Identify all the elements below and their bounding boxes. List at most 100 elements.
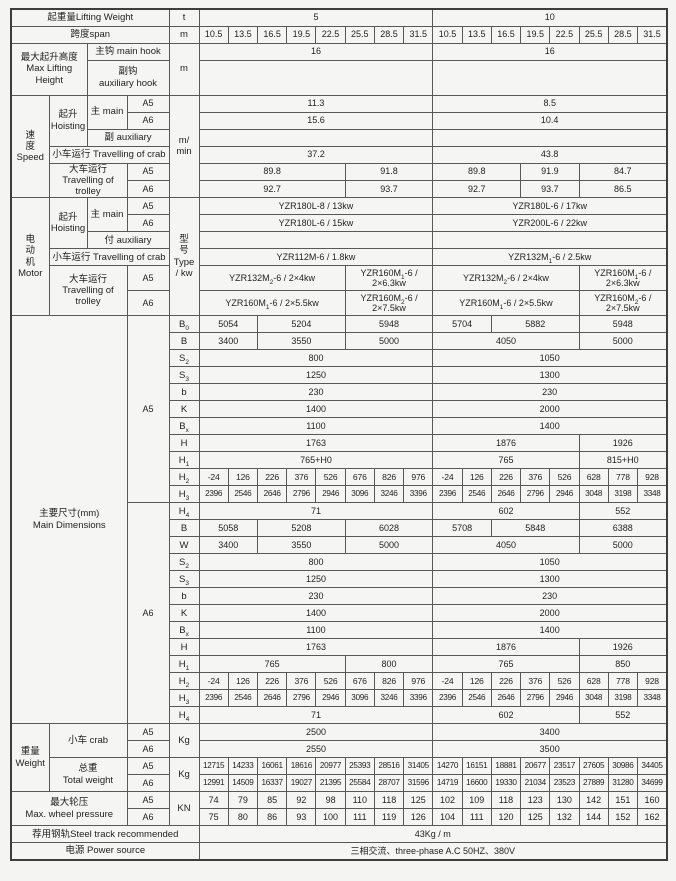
- table-row: S2 800 1050: [11, 553, 668, 572]
- table-row: H4 71 602 552: [11, 706, 668, 725]
- table-row: H3 2396 2546 2646 2796 2946 3096 3246 3396 2396 25…: [11, 689, 668, 708]
- crab-weight-label: 小车 crab: [48, 723, 128, 759]
- table-row: 重量 Weight 小车 crab A5 Kg 2500 3400: [10, 723, 668, 793]
- table-cell: 126: [227, 468, 258, 487]
- table-cell: 25584: [344, 774, 375, 793]
- table-cell: 22.5: [549, 25, 580, 44]
- table-cell: 3096: [344, 689, 375, 708]
- table-cell: 1300: [432, 366, 668, 385]
- table-cell: 3500: [432, 740, 668, 759]
- table-row: H2 -24 126 226 376 526 676 826 976 -24 126 226 376 52…: [11, 468, 668, 487]
- table-cell: 2546: [461, 485, 492, 504]
- table-cell: 602: [432, 706, 580, 725]
- dim-label: W: [168, 536, 200, 555]
- table-cell: 1763: [198, 434, 434, 453]
- table-cell: 2646: [256, 485, 288, 504]
- table-cell: 125: [403, 791, 434, 810]
- table-cell: 3348: [637, 689, 668, 708]
- table-cell: 21395: [315, 774, 346, 793]
- wheel-pressure-label: 最大轮压 Max. wheel pressure: [10, 791, 128, 827]
- table-cell: 12991: [198, 774, 229, 793]
- table-cell: 22.5: [315, 25, 346, 44]
- trolley-travelling-label: 大车运行 Travelling of trolley: [48, 162, 128, 199]
- table-row: S3 1250 1300: [11, 366, 668, 385]
- table-cell: 1050: [432, 349, 668, 368]
- table-cell: 91.8: [344, 162, 434, 181]
- table-cell: 826: [373, 672, 405, 691]
- total-weight-unit: Kg: [168, 757, 200, 793]
- table-row: 小车运行 Travelling of crab 37.2 43.8: [11, 145, 668, 164]
- dim-label: H2: [168, 672, 200, 691]
- table-cell: 18616: [286, 757, 317, 776]
- table-cell: 20677: [520, 757, 551, 776]
- dim-label: B: [168, 332, 200, 351]
- table-cell: 765+H0: [198, 451, 434, 470]
- table-cell: 6388: [578, 519, 668, 538]
- table-cell: 778: [607, 672, 639, 691]
- table-row: K 1400 2000: [11, 400, 668, 419]
- table-cell: 3348: [637, 485, 668, 504]
- dimensions-section-label: 主要尺寸(mm) Main Dimensions: [10, 315, 128, 725]
- weight-section-label: 重量 Weight: [10, 723, 50, 793]
- table-row: H3 2396 2546 2646 2796 2946 3096 3246 3396 2396 25…: [11, 485, 668, 504]
- table-row: 跨度span m 10.5 13.5 16.5 19.5 22.5 25.5 28.5 31.5 1…: [10, 25, 668, 44]
- table-cell: 31596: [403, 774, 434, 793]
- table-cell: 118: [373, 791, 405, 810]
- table-cell: 18881: [490, 757, 522, 776]
- dim-label: B0: [168, 315, 200, 334]
- speed-unit: m/min: [168, 94, 200, 199]
- dim-label: S2: [168, 553, 200, 572]
- table-cell: 5882: [490, 315, 580, 334]
- motor-main-label: 主 main: [86, 197, 128, 233]
- class-a6: A6: [126, 740, 170, 759]
- class-a6: A6: [126, 290, 170, 317]
- table-cell: 162: [637, 808, 668, 827]
- wheel-pressure-unit: KN: [168, 791, 200, 827]
- table-cell: YZR160M1-6 / 2×5.5kw: [432, 290, 580, 317]
- table-cell: 144: [578, 808, 609, 827]
- table-cell: 5948: [344, 315, 434, 334]
- table-cell: 226: [256, 468, 288, 487]
- table-row: H 1763 1876 1926: [11, 638, 668, 657]
- table-cell: 3246: [373, 689, 405, 708]
- table-cell: 152: [607, 808, 639, 827]
- motor-type-unit: 型号 Type / kw: [168, 197, 200, 317]
- table-cell: 111: [461, 808, 492, 827]
- speed-hoisting-label: 起升 Hoisting: [48, 94, 88, 147]
- table-cell: 8.5: [432, 94, 668, 113]
- table-cell: 5708: [432, 519, 492, 538]
- height-unit: m: [168, 42, 200, 96]
- table-row: A6 75 80 86 93 100 111 119 126 104 111 120 125 132 144…: [11, 808, 668, 827]
- table-row: S2 800 1050: [11, 349, 668, 368]
- table-cell: 928: [637, 672, 668, 691]
- crane-spec-table-body: 起重量Lifting Weight t 5 10 跨度span m 10.5 13.5 16.5…: [10, 8, 668, 861]
- table-cell: 2546: [227, 689, 258, 708]
- table-cell: 126: [461, 468, 492, 487]
- table-cell: 31.5: [403, 25, 434, 44]
- table-cell: 5000: [344, 536, 434, 555]
- table-cell: 142: [578, 791, 609, 810]
- class-a5: A5: [126, 197, 170, 216]
- table-cell: 1926: [578, 434, 668, 453]
- speed-main-label: 主 main: [86, 94, 128, 130]
- table-cell: YZR160M1-6 /2×6.3kw: [344, 265, 434, 292]
- dim-label: Bx: [168, 417, 200, 436]
- motor-auxiliary-label: 付 auxiliary: [86, 231, 170, 250]
- auxiliary-hook-label: 副钩 auxiliary hook: [86, 59, 170, 96]
- table-cell: 230: [432, 587, 668, 606]
- table-cell: 84.7: [578, 162, 668, 181]
- table-cell: 3198: [607, 485, 639, 504]
- table-cell: 602: [432, 502, 580, 521]
- table-row: A6 12991 14509 16337 19027 21395 25584 28707 315…: [11, 774, 668, 793]
- table-cell: 43.8: [432, 145, 668, 164]
- table-cell: 74: [198, 791, 229, 810]
- table-cell: 102: [432, 791, 463, 810]
- table-cell: YZR132M2-6 / 2×4kw: [198, 265, 346, 292]
- table-row: 大车运行 Travelling of trolley A5 YZR132M2-6 / 2…: [11, 265, 668, 317]
- table-cell: 25393: [344, 757, 375, 776]
- table-cell: 2796: [286, 689, 317, 708]
- class-a5: A5: [126, 162, 170, 181]
- table-row: b 230 230: [11, 587, 668, 606]
- table-cell: 25.5: [344, 25, 375, 44]
- table-cell: 3198: [607, 689, 639, 708]
